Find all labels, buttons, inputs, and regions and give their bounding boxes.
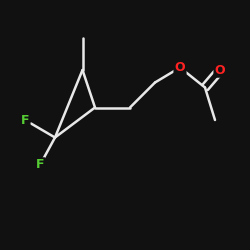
- Text: O: O: [215, 64, 225, 76]
- Text: F: F: [21, 114, 29, 126]
- Text: O: O: [175, 61, 185, 74]
- Text: F: F: [36, 158, 44, 172]
